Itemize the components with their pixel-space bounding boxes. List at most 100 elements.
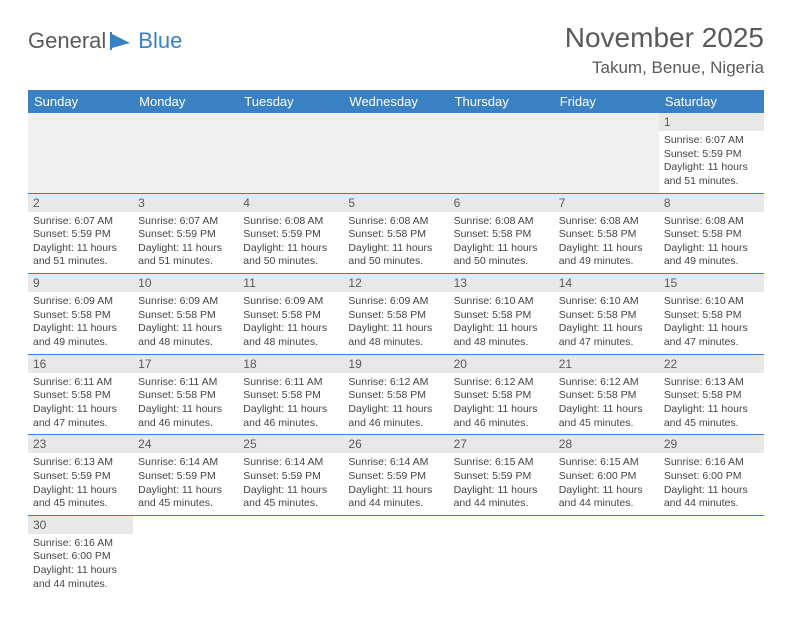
title-block: November 2025 Takum, Benue, Nigeria: [565, 22, 764, 78]
day-number: 11: [238, 274, 343, 292]
day-number: 15: [659, 274, 764, 292]
calendar-cell: [28, 113, 133, 193]
calendar-cell: [449, 113, 554, 193]
calendar-cell: [554, 113, 659, 193]
calendar-cell: 1Sunrise: 6:07 AMSunset: 5:59 PMDaylight…: [659, 113, 764, 193]
calendar-cell: [133, 515, 238, 595]
calendar-cell: [343, 113, 448, 193]
weekday-header-row: SundayMondayTuesdayWednesdayThursdayFrid…: [28, 90, 764, 113]
calendar-cell: [659, 515, 764, 595]
logo-text-1: General: [28, 28, 106, 54]
day-details: Sunrise: 6:10 AMSunset: 5:58 PMDaylight:…: [449, 292, 554, 354]
day-number: 17: [133, 355, 238, 373]
calendar-row: 23Sunrise: 6:13 AMSunset: 5:59 PMDayligh…: [28, 435, 764, 516]
day-number: 30: [28, 516, 133, 534]
calendar-cell: 6Sunrise: 6:08 AMSunset: 5:58 PMDaylight…: [449, 193, 554, 274]
day-details: Sunrise: 6:08 AMSunset: 5:58 PMDaylight:…: [659, 212, 764, 274]
calendar-row: 16Sunrise: 6:11 AMSunset: 5:58 PMDayligh…: [28, 354, 764, 435]
day-number: 29: [659, 435, 764, 453]
calendar-cell: 2Sunrise: 6:07 AMSunset: 5:59 PMDaylight…: [28, 193, 133, 274]
day-details: Sunrise: 6:10 AMSunset: 5:58 PMDaylight:…: [659, 292, 764, 354]
day-details: Sunrise: 6:14 AMSunset: 5:59 PMDaylight:…: [343, 453, 448, 515]
day-number: 26: [343, 435, 448, 453]
calendar-cell: 22Sunrise: 6:13 AMSunset: 5:58 PMDayligh…: [659, 354, 764, 435]
calendar-cell: [449, 515, 554, 595]
calendar-cell: 23Sunrise: 6:13 AMSunset: 5:59 PMDayligh…: [28, 435, 133, 516]
calendar-cell: [554, 515, 659, 595]
day-details: Sunrise: 6:14 AMSunset: 5:59 PMDaylight:…: [133, 453, 238, 515]
header: General Blue November 2025 Takum, Benue,…: [28, 22, 764, 78]
calendar-cell: 29Sunrise: 6:16 AMSunset: 6:00 PMDayligh…: [659, 435, 764, 516]
day-number: 8: [659, 194, 764, 212]
day-details: Sunrise: 6:08 AMSunset: 5:59 PMDaylight:…: [238, 212, 343, 274]
day-number: 3: [133, 194, 238, 212]
day-number: 23: [28, 435, 133, 453]
day-number: 5: [343, 194, 448, 212]
day-number: 19: [343, 355, 448, 373]
calendar-cell: 3Sunrise: 6:07 AMSunset: 5:59 PMDaylight…: [133, 193, 238, 274]
calendar-cell: 5Sunrise: 6:08 AMSunset: 5:58 PMDaylight…: [343, 193, 448, 274]
weekday-header: Friday: [554, 90, 659, 113]
day-details: Sunrise: 6:11 AMSunset: 5:58 PMDaylight:…: [133, 373, 238, 435]
day-details: Sunrise: 6:08 AMSunset: 5:58 PMDaylight:…: [554, 212, 659, 274]
calendar-cell: 15Sunrise: 6:10 AMSunset: 5:58 PMDayligh…: [659, 274, 764, 355]
weekday-header: Thursday: [449, 90, 554, 113]
day-details: Sunrise: 6:16 AMSunset: 6:00 PMDaylight:…: [659, 453, 764, 515]
calendar-table: SundayMondayTuesdayWednesdayThursdayFrid…: [28, 90, 764, 595]
calendar-body: 1Sunrise: 6:07 AMSunset: 5:59 PMDaylight…: [28, 113, 764, 595]
calendar-cell: 13Sunrise: 6:10 AMSunset: 5:58 PMDayligh…: [449, 274, 554, 355]
calendar-cell: 14Sunrise: 6:10 AMSunset: 5:58 PMDayligh…: [554, 274, 659, 355]
calendar-cell: 12Sunrise: 6:09 AMSunset: 5:58 PMDayligh…: [343, 274, 448, 355]
logo: General Blue: [28, 22, 182, 54]
day-number: 4: [238, 194, 343, 212]
day-number: 24: [133, 435, 238, 453]
day-number: 13: [449, 274, 554, 292]
calendar-cell: 11Sunrise: 6:09 AMSunset: 5:58 PMDayligh…: [238, 274, 343, 355]
day-number: 20: [449, 355, 554, 373]
weekday-header: Tuesday: [238, 90, 343, 113]
calendar-row: 9Sunrise: 6:09 AMSunset: 5:58 PMDaylight…: [28, 274, 764, 355]
day-details: Sunrise: 6:12 AMSunset: 5:58 PMDaylight:…: [554, 373, 659, 435]
day-details: Sunrise: 6:15 AMSunset: 6:00 PMDaylight:…: [554, 453, 659, 515]
logo-text-2: Blue: [138, 28, 182, 54]
day-number: 27: [449, 435, 554, 453]
day-details: Sunrise: 6:13 AMSunset: 5:58 PMDaylight:…: [659, 373, 764, 435]
day-details: Sunrise: 6:07 AMSunset: 5:59 PMDaylight:…: [28, 212, 133, 274]
calendar-row: 2Sunrise: 6:07 AMSunset: 5:59 PMDaylight…: [28, 193, 764, 274]
day-number: 9: [28, 274, 133, 292]
weekday-header: Wednesday: [343, 90, 448, 113]
calendar-cell: 24Sunrise: 6:14 AMSunset: 5:59 PMDayligh…: [133, 435, 238, 516]
day-details: Sunrise: 6:11 AMSunset: 5:58 PMDaylight:…: [28, 373, 133, 435]
calendar-cell: [133, 113, 238, 193]
day-details: Sunrise: 6:09 AMSunset: 5:58 PMDaylight:…: [238, 292, 343, 354]
day-details: Sunrise: 6:16 AMSunset: 6:00 PMDaylight:…: [28, 534, 133, 596]
calendar-cell: [238, 113, 343, 193]
day-number: 22: [659, 355, 764, 373]
day-number: 7: [554, 194, 659, 212]
day-number: 6: [449, 194, 554, 212]
day-details: Sunrise: 6:07 AMSunset: 5:59 PMDaylight:…: [659, 131, 764, 193]
day-details: Sunrise: 6:13 AMSunset: 5:59 PMDaylight:…: [28, 453, 133, 515]
day-details: Sunrise: 6:09 AMSunset: 5:58 PMDaylight:…: [343, 292, 448, 354]
day-number: 10: [133, 274, 238, 292]
page: General Blue November 2025 Takum, Benue,…: [0, 0, 792, 617]
calendar-cell: 18Sunrise: 6:11 AMSunset: 5:58 PMDayligh…: [238, 354, 343, 435]
calendar-cell: 26Sunrise: 6:14 AMSunset: 5:59 PMDayligh…: [343, 435, 448, 516]
day-number: 21: [554, 355, 659, 373]
calendar-cell: [343, 515, 448, 595]
calendar-row: 1Sunrise: 6:07 AMSunset: 5:59 PMDaylight…: [28, 113, 764, 193]
calendar-cell: 8Sunrise: 6:08 AMSunset: 5:58 PMDaylight…: [659, 193, 764, 274]
day-number: 16: [28, 355, 133, 373]
day-details: Sunrise: 6:08 AMSunset: 5:58 PMDaylight:…: [449, 212, 554, 274]
calendar-cell: 21Sunrise: 6:12 AMSunset: 5:58 PMDayligh…: [554, 354, 659, 435]
calendar-cell: 30Sunrise: 6:16 AMSunset: 6:00 PMDayligh…: [28, 515, 133, 595]
weekday-header: Saturday: [659, 90, 764, 113]
day-details: Sunrise: 6:08 AMSunset: 5:58 PMDaylight:…: [343, 212, 448, 274]
calendar-cell: 25Sunrise: 6:14 AMSunset: 5:59 PMDayligh…: [238, 435, 343, 516]
day-details: Sunrise: 6:12 AMSunset: 5:58 PMDaylight:…: [343, 373, 448, 435]
day-number: 28: [554, 435, 659, 453]
calendar-cell: 10Sunrise: 6:09 AMSunset: 5:58 PMDayligh…: [133, 274, 238, 355]
calendar-cell: 16Sunrise: 6:11 AMSunset: 5:58 PMDayligh…: [28, 354, 133, 435]
calendar-cell: 27Sunrise: 6:15 AMSunset: 5:59 PMDayligh…: [449, 435, 554, 516]
day-details: Sunrise: 6:09 AMSunset: 5:58 PMDaylight:…: [28, 292, 133, 354]
